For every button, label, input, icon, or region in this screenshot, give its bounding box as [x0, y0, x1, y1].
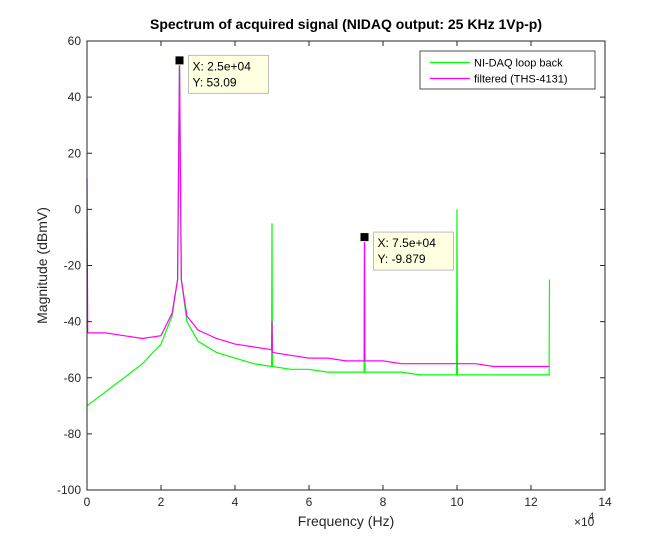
x-tick-label: 14: [598, 495, 612, 509]
y-tick-label: 20: [68, 146, 82, 160]
x-tick-label: 4: [232, 495, 239, 509]
y-tick-label: 40: [68, 90, 82, 104]
datatip[interactable]: X: 7.5e+04 Y: -9.879: [359, 231, 454, 271]
x-tick-label: 0: [84, 495, 91, 509]
x-tick-label: 2: [158, 495, 165, 509]
x-exponent-base: ×10: [574, 515, 595, 529]
x-exponent: ×10 4: [574, 511, 595, 529]
y-tick-label: 60: [68, 34, 82, 48]
x-axis-label: Frequency (Hz): [298, 513, 394, 529]
y-tick-label: -20: [64, 259, 82, 273]
y-tick-label: -60: [64, 371, 82, 385]
datatip-y-value: Y: 53.09: [193, 75, 237, 89]
datatip-x-value: X: 2.5e+04: [193, 59, 252, 73]
x-tick-label: 12: [524, 495, 538, 509]
legend: NI-DAQ loop back filtered (THS-4131): [419, 50, 596, 90]
x-tick-label: 8: [380, 495, 387, 509]
legend-label-filtered: filtered (THS-4131): [474, 74, 568, 86]
ticks-layer: 0 2 4 6 8 10 12 14 -100 -80 -60 -40 -20 0 20 40 60: [57, 34, 612, 509]
y-tick-label: -100: [57, 483, 81, 497]
annotations-layer: X: 2.5e+04 Y: 53.09 X: 7.5e+04 Y: -9.879: [174, 54, 454, 271]
y-tick-label: -40: [64, 315, 82, 329]
datatip-x-value: X: 7.5e+04: [378, 236, 437, 250]
chart-title: Spectrum of acquired signal (NIDAQ outpu…: [150, 16, 542, 32]
datatip-marker: [174, 55, 185, 66]
x-exponent-power: 4: [589, 511, 594, 521]
datatip-box: [188, 54, 269, 94]
traces-layer: [86, 60, 551, 407]
datatip[interactable]: X: 2.5e+04 Y: 53.09: [174, 54, 269, 94]
series-line-filtered: [86, 60, 550, 368]
legend-label-loopback: NI-DAQ loop back: [474, 58, 563, 70]
x-tick-label: 10: [450, 495, 464, 509]
y-tick-label: 0: [74, 202, 81, 216]
y-tick-label: -80: [64, 427, 82, 441]
plot-area: [87, 41, 605, 490]
legend-box: [419, 50, 596, 90]
x-tick-label: 6: [306, 495, 313, 509]
datatip-marker: [359, 232, 370, 243]
datatip-box: [373, 231, 454, 271]
datatip-y-value: Y: -9.879: [378, 252, 426, 266]
y-axis-label: Magnitude (dBmV): [34, 207, 50, 324]
